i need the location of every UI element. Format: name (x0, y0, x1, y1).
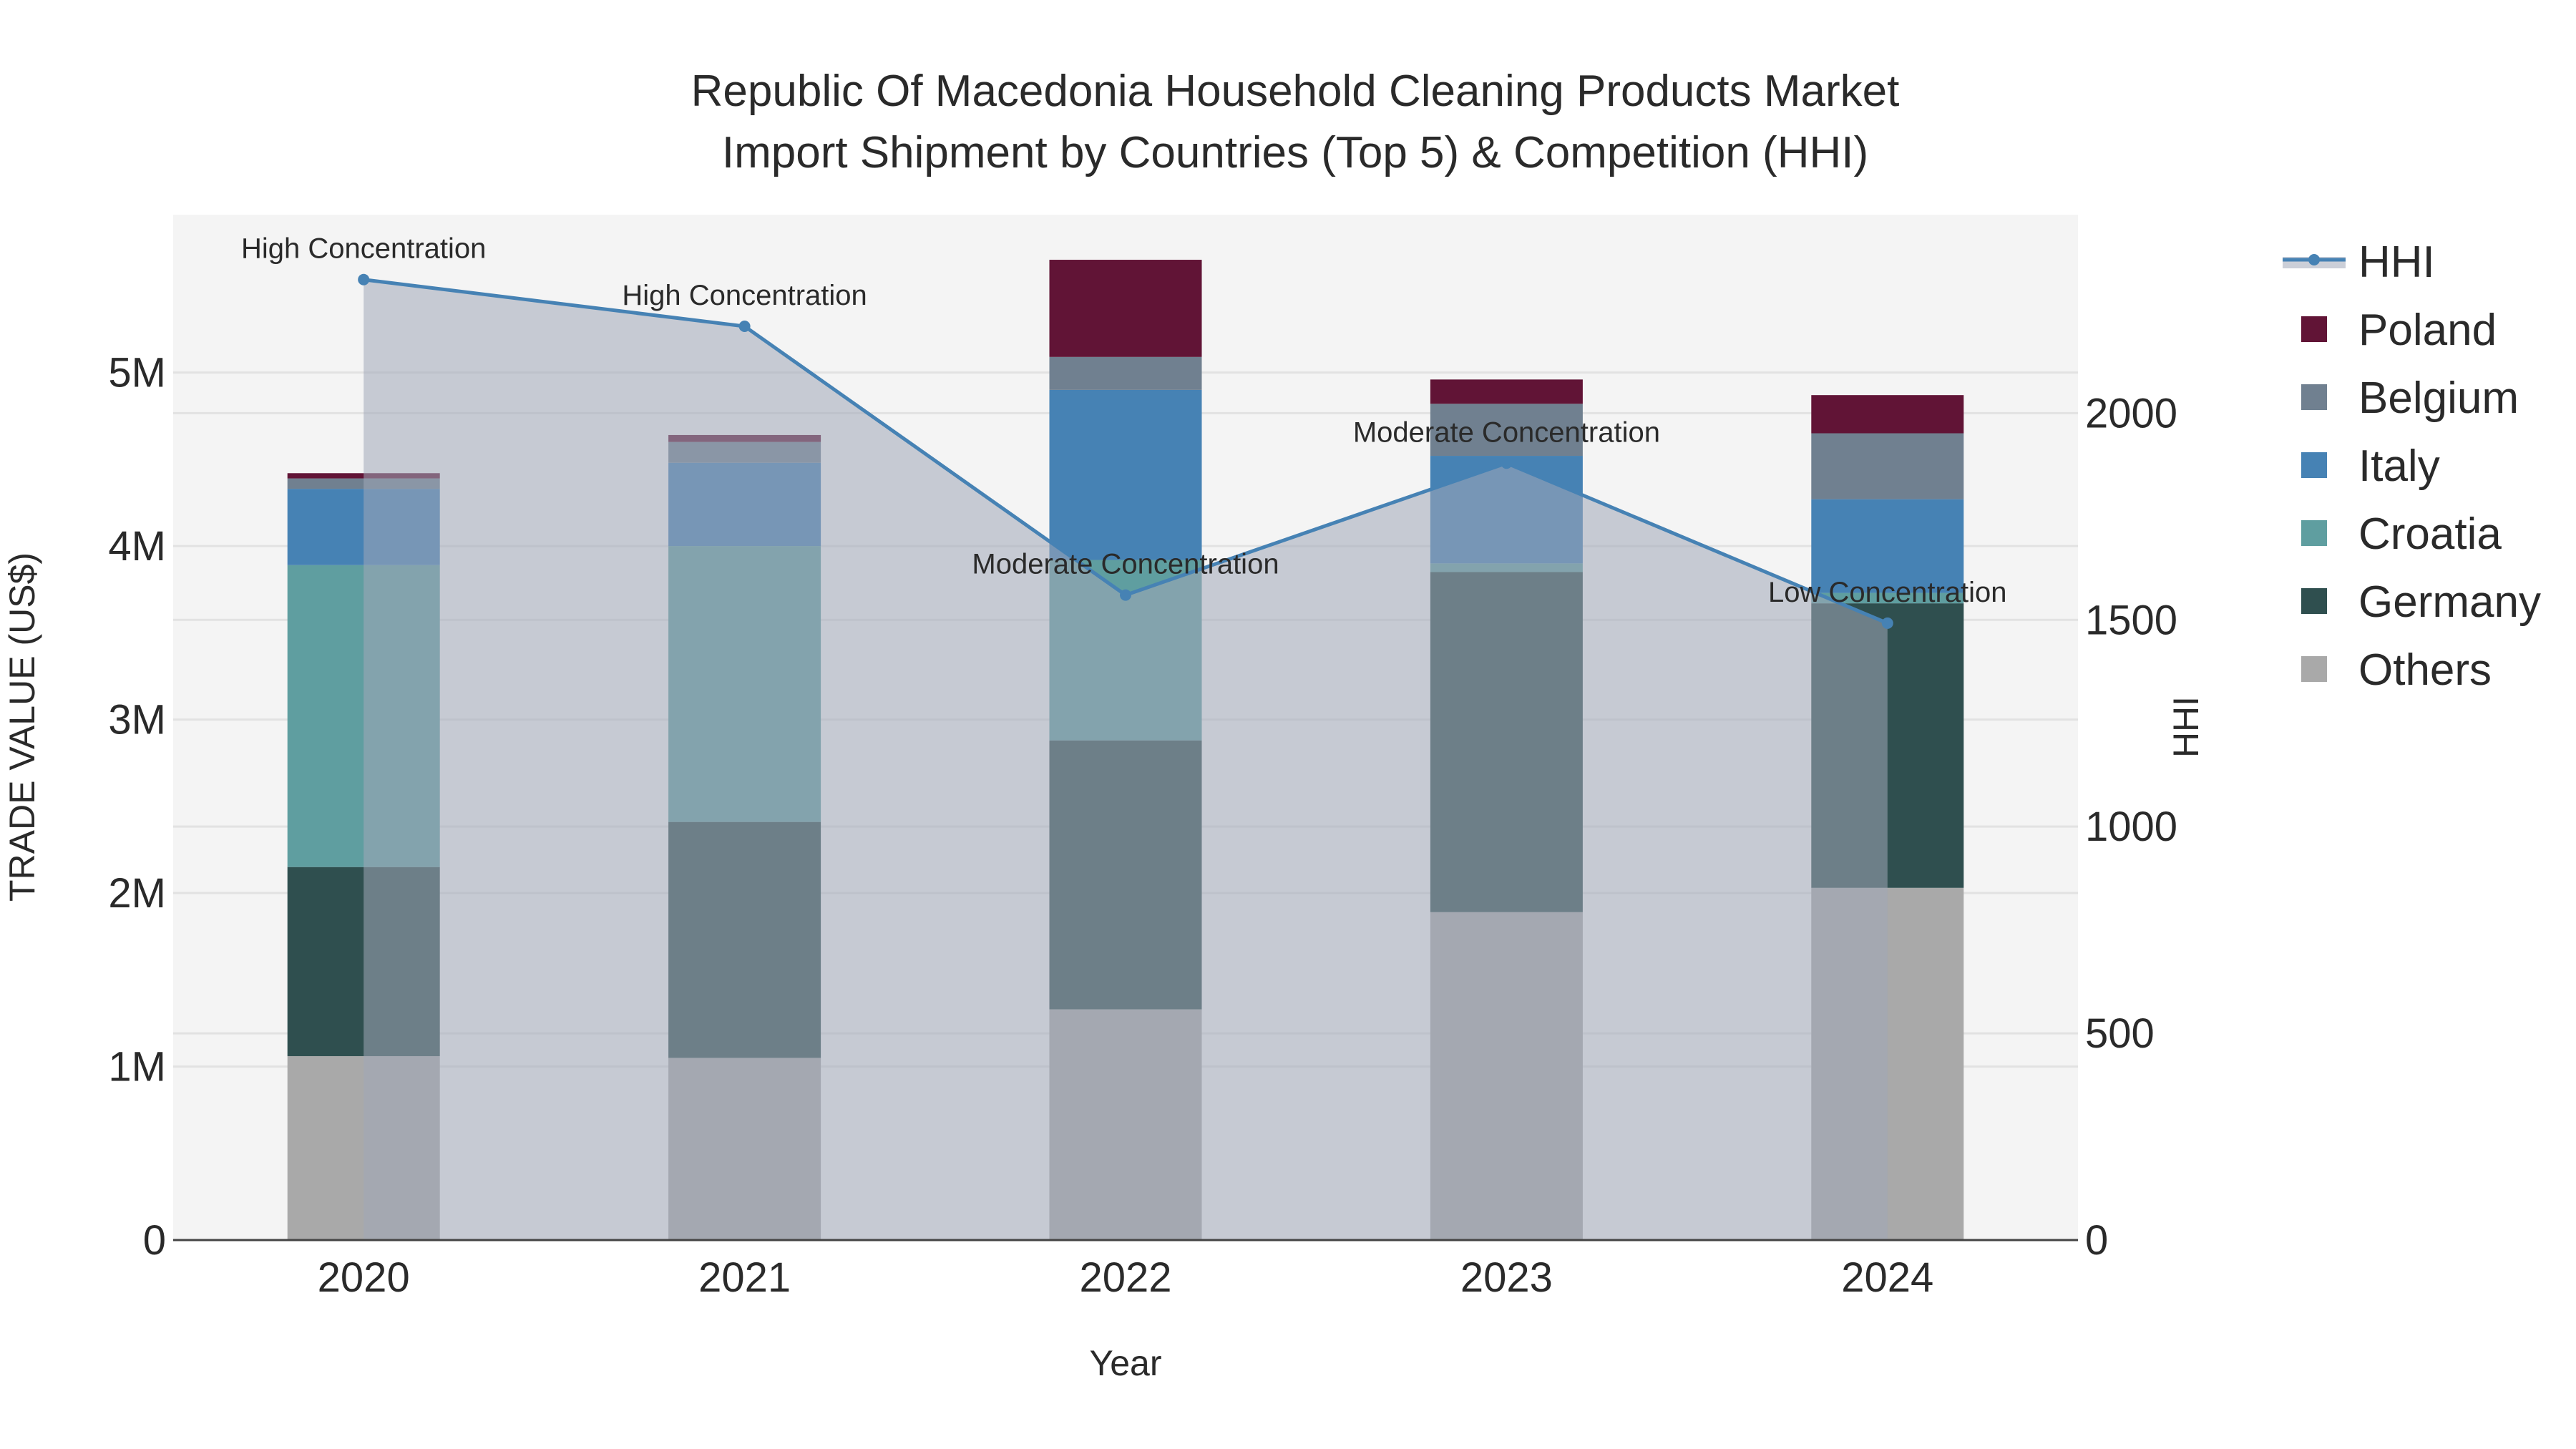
legend-label: Belgium (2358, 374, 2519, 423)
legend-label: Poland (2358, 306, 2497, 355)
hhi-annotation: Moderate Concentration (1353, 416, 1660, 448)
legend-swatch-icon (2301, 316, 2327, 342)
hhi-point (738, 321, 751, 333)
bar-poland-2022 (1049, 260, 1202, 357)
legend-swatch-icon (2301, 588, 2327, 614)
y-axis-title: TRADE VALUE (US$) (2, 552, 42, 902)
hhi-annotation: High Concentration (622, 280, 867, 311)
y-tick-label: 2M (108, 870, 166, 917)
bar-belgium-2024 (1811, 433, 1964, 499)
x-tick-label: 2024 (1841, 1254, 1933, 1301)
legend-item-italy[interactable]: Italy (2301, 441, 2440, 491)
bar-belgium-2023 (1430, 404, 1583, 457)
bar-belgium-2022 (1049, 356, 1202, 390)
hhi-annotation: Low Concentration (1768, 577, 2007, 608)
legend-label: Italy (2358, 441, 2440, 491)
chart-title-line2: Import Shipment by Countries (Top 5) & C… (722, 128, 1868, 177)
bar-italy-2022 (1049, 389, 1202, 560)
y2-tick-label: 0 (2085, 1217, 2108, 1264)
chart-title-line1: Republic Of Macedonia Household Cleaning… (691, 67, 1900, 116)
hhi-annotation: Moderate Concentration (972, 549, 1279, 580)
x-tick-label: 2021 (698, 1254, 791, 1301)
legend-item-croatia[interactable]: Croatia (2301, 509, 2502, 559)
x-tick-label: 2023 (1460, 1254, 1553, 1301)
y2-tick-label: 2000 (2085, 390, 2177, 436)
y-tick-label: 5M (108, 350, 166, 396)
legend-item-others[interactable]: Others (2301, 645, 2492, 695)
y-tick-label: 3M (108, 697, 166, 743)
legend-label: HHI (2358, 238, 2435, 287)
legend-item-poland[interactable]: Poland (2301, 306, 2497, 355)
bar-italy-2024 (1811, 499, 1964, 593)
y2-axis-title: HHI (2166, 696, 2206, 758)
x-tick-label: 2022 (1079, 1254, 1171, 1301)
legend-swatch-icon (2301, 520, 2327, 546)
hhi-area (364, 279, 1888, 1240)
legend-item-hhi[interactable]: HHI (2283, 238, 2435, 287)
hhi-point (1501, 457, 1513, 469)
bar-poland-2024 (1811, 395, 1964, 434)
hhi-point (1881, 617, 1893, 629)
y-tick-label: 0 (143, 1217, 166, 1264)
hhi-series: High Concentration High Concentration Mode… (241, 233, 2007, 1240)
legend-swatch-icon (2301, 384, 2327, 410)
y-tick-label: 4M (108, 523, 166, 570)
legend-label: Others (2358, 645, 2492, 695)
hhi-point (358, 273, 370, 286)
y2-tick-label: 1000 (2085, 804, 2177, 850)
y2-tick-label: 500 (2085, 1010, 2155, 1057)
hhi-annotation: High Concentration (241, 233, 486, 265)
legend-swatch-icon (2301, 656, 2327, 682)
legend-label: Croatia (2358, 509, 2502, 559)
legend-swatch-icon (2301, 452, 2327, 478)
x-axis-title: Year (1089, 1343, 1161, 1383)
hhi-point (1120, 589, 1131, 601)
bar-poland-2023 (1430, 379, 1583, 404)
y2-tick-label: 1500 (2085, 597, 2177, 643)
y-tick-label: 1M (108, 1044, 166, 1091)
bar-croatia-2024 (1811, 592, 1964, 604)
axis-ticks: 0 1M 2M 3M 4M 5M 0 500 1000 1500 2000 2020 2021 2022 2… (108, 350, 2177, 1301)
x-tick-label: 2020 (318, 1254, 410, 1301)
legend-hhi-marker-icon (2308, 254, 2320, 265)
legend-label: Germany (2358, 577, 2541, 627)
legend: HHI Poland Belgium Italy Croatia Germany Other… (2283, 238, 2541, 695)
legend-item-belgium[interactable]: Belgium (2301, 374, 2519, 423)
legend-item-germany[interactable]: Germany (2301, 577, 2541, 627)
